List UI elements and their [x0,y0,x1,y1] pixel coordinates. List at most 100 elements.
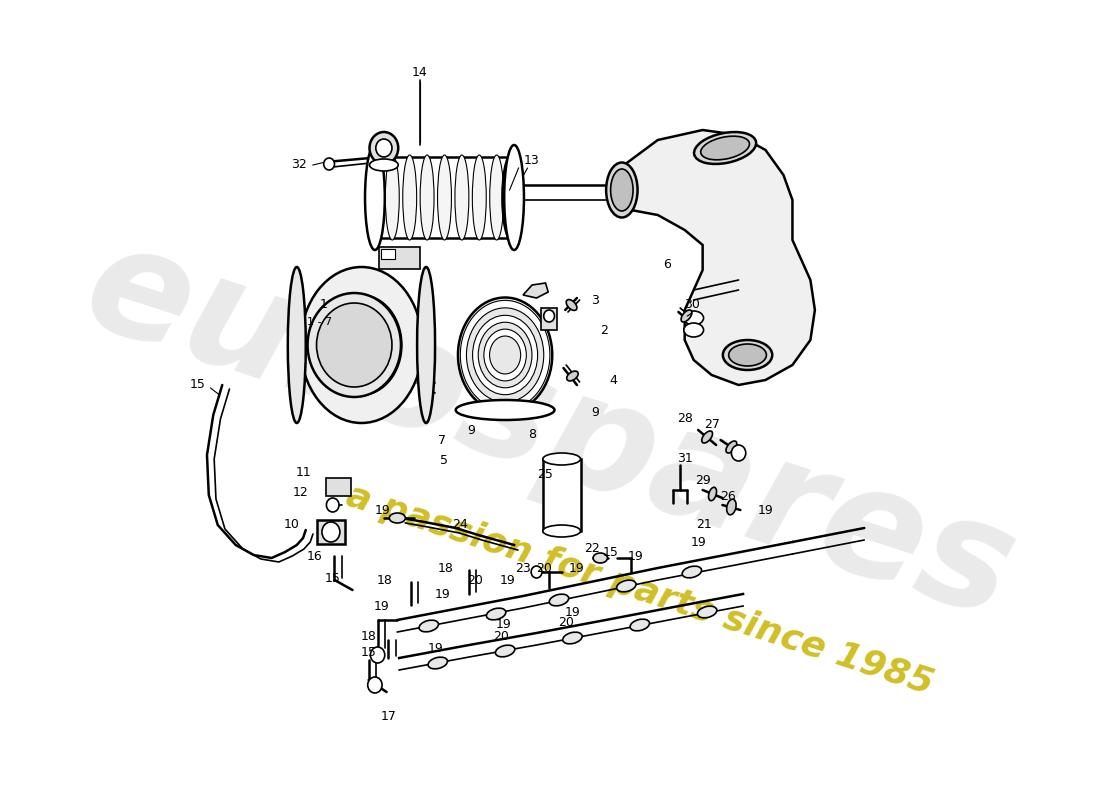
Text: 31: 31 [676,451,693,465]
Circle shape [371,647,385,663]
Circle shape [376,139,392,157]
Ellipse shape [682,566,702,578]
Text: 19: 19 [758,503,773,517]
Bar [326,478,351,496]
Text: 15: 15 [190,378,206,391]
Ellipse shape [697,606,717,618]
Ellipse shape [419,620,439,632]
Text: 20: 20 [536,562,552,575]
Ellipse shape [460,300,550,410]
Text: 2: 2 [600,323,608,337]
Ellipse shape [385,155,399,240]
Ellipse shape [455,400,554,420]
Text: 24: 24 [452,518,469,531]
Text: 16: 16 [307,550,322,562]
Text: 19: 19 [434,587,450,601]
Circle shape [323,158,334,170]
Ellipse shape [300,267,422,423]
Ellipse shape [702,431,713,443]
Ellipse shape [684,323,704,337]
Text: 19: 19 [499,574,516,587]
Text: 11: 11 [295,466,311,478]
Ellipse shape [504,145,524,250]
Text: 1: 1 [320,298,328,311]
Text: 25: 25 [538,469,553,482]
Text: 1 - 7: 1 - 7 [307,317,332,327]
Circle shape [531,566,542,578]
Circle shape [543,310,554,322]
Text: 20: 20 [466,574,483,586]
Ellipse shape [566,371,579,381]
Text: 19: 19 [691,537,706,550]
Text: 22: 22 [584,542,601,554]
Polygon shape [617,130,815,385]
Ellipse shape [490,336,520,374]
Bar [541,308,558,330]
Text: 10: 10 [284,518,299,531]
Ellipse shape [486,608,506,620]
Ellipse shape [478,322,532,388]
Text: 6: 6 [663,258,671,270]
Text: 3: 3 [591,294,598,306]
Text: 30: 30 [684,298,700,310]
Text: 28: 28 [676,411,693,425]
Text: 13: 13 [525,154,540,166]
Text: 19: 19 [427,642,443,654]
Circle shape [322,522,340,542]
Ellipse shape [542,453,581,465]
Bar [542,459,581,531]
Text: 26: 26 [719,490,736,503]
Ellipse shape [484,329,526,381]
Ellipse shape [288,267,306,423]
Text: 4: 4 [609,374,617,386]
Ellipse shape [610,169,634,211]
Text: 18: 18 [377,574,393,586]
Ellipse shape [417,267,436,423]
Text: 19: 19 [569,562,585,574]
Ellipse shape [472,155,486,240]
Text: 20: 20 [558,617,574,630]
Circle shape [327,498,339,512]
Text: 15: 15 [361,646,376,658]
Ellipse shape [566,299,576,310]
Text: 19: 19 [495,618,512,631]
Text: a passion for parts since 1985: a passion for parts since 1985 [342,478,937,702]
Bar [379,247,420,269]
Ellipse shape [490,155,504,240]
Circle shape [308,293,400,397]
Text: 9: 9 [468,423,475,437]
Ellipse shape [372,163,382,232]
Ellipse shape [542,525,581,537]
Ellipse shape [549,594,569,606]
Ellipse shape [403,155,417,240]
Text: 12: 12 [293,486,308,498]
Text: 32: 32 [290,158,307,171]
Text: 23: 23 [515,562,531,574]
Text: eurospares: eurospares [67,210,1033,650]
Ellipse shape [473,315,538,394]
Text: 9: 9 [591,406,598,418]
Ellipse shape [726,441,737,453]
Ellipse shape [606,162,638,218]
Ellipse shape [455,155,469,240]
Ellipse shape [321,295,402,395]
Text: 19: 19 [373,599,389,613]
Text: 14: 14 [411,66,428,78]
Text: 18: 18 [438,562,454,574]
Text: 18: 18 [361,630,376,642]
Ellipse shape [367,155,382,240]
Ellipse shape [727,499,736,515]
Ellipse shape [593,553,607,563]
Text: 19: 19 [564,606,581,619]
Text: 17: 17 [381,710,396,722]
Text: 15: 15 [603,546,619,558]
Text: 21: 21 [696,518,713,530]
Ellipse shape [389,513,406,523]
Ellipse shape [495,645,515,657]
Text: 29: 29 [695,474,711,486]
Ellipse shape [684,311,704,325]
Ellipse shape [368,157,385,238]
Ellipse shape [507,155,521,240]
Ellipse shape [370,159,398,171]
Bar [382,249,395,259]
